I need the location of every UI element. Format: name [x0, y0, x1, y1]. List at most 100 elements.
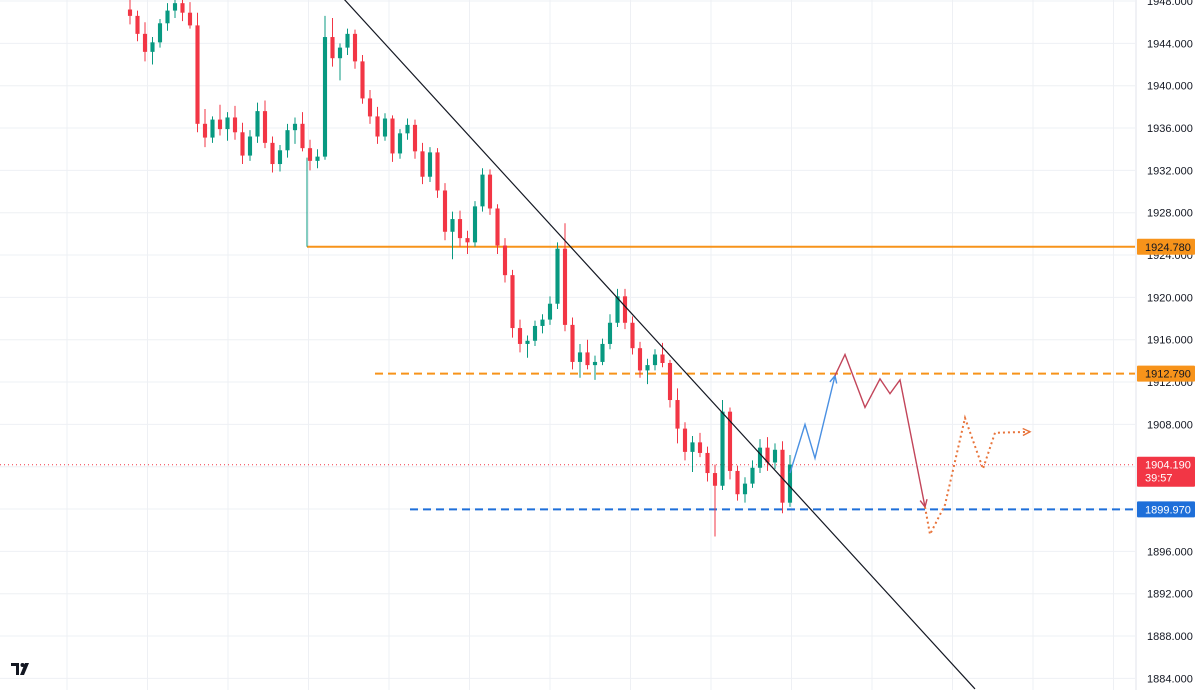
candle-body — [675, 400, 680, 429]
candle-body — [765, 447, 770, 463]
candle-body — [480, 174, 485, 207]
candle-body — [135, 15, 140, 34]
candle-body — [472, 206, 478, 243]
candle-body — [367, 98, 373, 117]
candle-body — [450, 219, 455, 232]
candle-body — [405, 124, 410, 134]
candle-body — [315, 156, 320, 161]
candle-body — [382, 118, 388, 137]
candle-body — [427, 152, 433, 177]
candle-body — [397, 133, 403, 154]
candle-body — [705, 452, 710, 474]
y-tick-label: 1928.000 — [1147, 208, 1193, 220]
candle-body — [180, 3, 185, 13]
candle-body — [255, 111, 260, 137]
candle-body — [660, 354, 665, 363]
candle-body — [780, 449, 785, 503]
candle-body — [390, 118, 395, 154]
candle-body — [202, 123, 208, 138]
candle-body — [547, 303, 553, 320]
candle-body — [285, 130, 290, 151]
y-tick-label: 1892.000 — [1147, 589, 1193, 601]
candle-body — [420, 151, 425, 177]
candle-body — [555, 248, 560, 304]
candle-body — [750, 467, 755, 484]
candle-body — [712, 473, 718, 486]
candle-body — [240, 132, 245, 156]
candle-body — [502, 245, 508, 276]
candle-body — [375, 116, 380, 137]
y-tick-label: 1932.000 — [1147, 165, 1193, 177]
candle-body — [465, 238, 470, 243]
candle-body — [165, 10, 170, 24]
projection-blue-up — [789, 375, 836, 474]
price-badge — [1137, 365, 1195, 382]
level-lines — [0, 157, 1135, 511]
candle-body — [435, 152, 440, 191]
tradingview-logo[interactable] — [10, 660, 34, 678]
candle-body — [232, 117, 238, 133]
candle-body — [495, 208, 500, 246]
candle-body — [622, 296, 628, 323]
candle-body — [720, 411, 725, 486]
candle-body — [517, 328, 523, 344]
trendline[interactable] — [340, 0, 976, 690]
candle-body — [300, 123, 305, 149]
price-badge-label: 1912.790 — [1145, 369, 1191, 381]
candle-body — [652, 354, 658, 366]
candle-body — [457, 219, 463, 239]
candle-body — [195, 25, 200, 124]
candle-body — [585, 352, 590, 366]
candle-body — [127, 9, 133, 16]
candle-body — [645, 365, 650, 371]
y-tick-label: 1948.000 — [1147, 0, 1193, 8]
candle-body — [217, 119, 223, 130]
y-tick-label: 1916.000 — [1147, 335, 1193, 347]
candle-body — [772, 449, 778, 463]
candle-body — [360, 61, 365, 99]
candle-body — [210, 119, 215, 138]
candle-body — [442, 190, 448, 232]
candle-body — [345, 33, 350, 48]
candle-body — [487, 174, 493, 209]
candle-body — [337, 47, 343, 59]
candle-body — [637, 348, 643, 371]
candle-body — [615, 296, 620, 323]
y-tick-label: 1940.000 — [1147, 81, 1193, 93]
candle-body — [787, 464, 793, 503]
candle-body — [600, 343, 605, 362]
price-badge-label: 1904.190 — [1145, 460, 1191, 472]
candle-body — [277, 150, 283, 165]
y-tick-label: 1896.000 — [1147, 546, 1193, 558]
projections — [789, 352, 1032, 538]
candle-body — [510, 275, 515, 329]
candle-body — [330, 37, 335, 59]
projection-red-drop — [834, 352, 926, 508]
projection-arrowhead — [1022, 427, 1032, 437]
candle-body — [247, 136, 253, 156]
grid — [0, 0, 1135, 690]
candle-body — [292, 123, 298, 131]
price-badge — [1137, 501, 1195, 518]
candle-body — [322, 37, 328, 157]
candle-body — [562, 248, 568, 325]
candle-body — [172, 3, 178, 11]
candle-body — [570, 324, 575, 362]
price-axis[interactable]: 1884.0001888.0001892.0001896.0001900.000… — [1135, 0, 1193, 690]
projection-orange-dotted — [924, 414, 1031, 538]
candle-body — [150, 42, 155, 52]
candle-body — [667, 362, 673, 401]
y-tick-label: 1884.000 — [1147, 673, 1193, 685]
trendline-group — [340, 0, 976, 690]
y-tick-label: 1936.000 — [1147, 123, 1193, 135]
price-badge — [1137, 238, 1195, 255]
y-tick-label: 1944.000 — [1147, 38, 1193, 50]
candle-body — [697, 442, 703, 453]
candle-body — [352, 33, 358, 62]
price-badge-label: 1924.780 — [1145, 242, 1191, 254]
candle-body — [540, 319, 545, 326]
candle-body — [735, 470, 740, 495]
